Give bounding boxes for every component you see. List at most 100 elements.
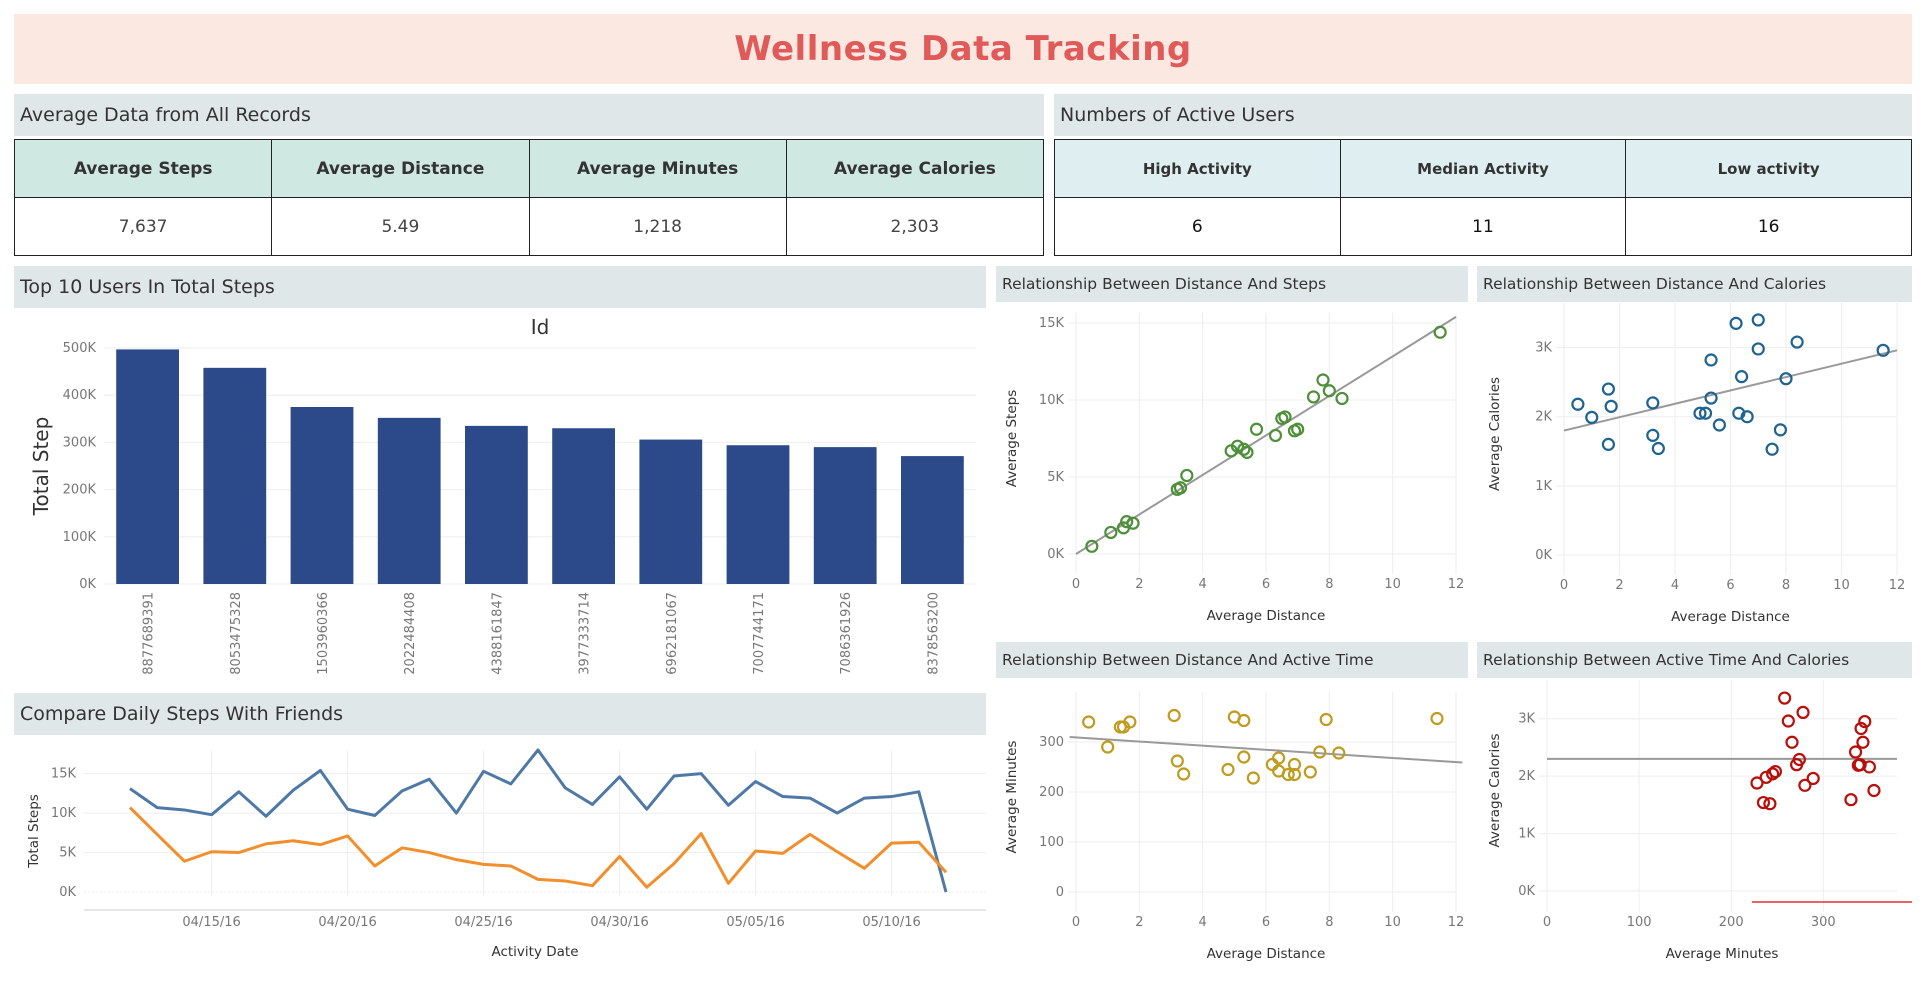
low-activity-value: 16 (1625, 197, 1912, 256)
x-tick-label: 8 (1325, 915, 1333, 930)
scatter-point (1765, 442, 1779, 456)
bar (813, 447, 877, 584)
y-tick-label: 200 (1039, 785, 1064, 800)
x-tick-label: 10 (1384, 577, 1401, 592)
scatter-point (1601, 382, 1615, 396)
x-tick-label: 8 (1782, 578, 1790, 593)
y-tick-label: 0K (1535, 548, 1552, 563)
scatter-point (1876, 343, 1890, 357)
scatter-point (1237, 750, 1251, 764)
scatter-point (1798, 778, 1812, 792)
y-tick-label: 1K (1535, 479, 1552, 494)
scatter-point (1751, 342, 1765, 356)
top10-bar-chart: 0K 100K 200K 300K 400K 500K Id Total Step 887768… (29, 315, 976, 675)
scatter-point (1766, 767, 1780, 781)
y-tick-label: 2K (1535, 410, 1552, 425)
x-tick-label: 04/30/16 (590, 915, 648, 930)
y-tick-label: 400K (63, 388, 97, 403)
y-tick-label: 15K (1039, 316, 1065, 331)
x-tick-label: 8378563200 (926, 592, 941, 675)
x-tick-label: 05/10/16 (862, 915, 920, 930)
scatter-point (1785, 735, 1799, 749)
high-activity-value: 6 (1054, 197, 1341, 256)
scatter-point (1240, 445, 1254, 459)
y-axis-title: Total Step (29, 417, 53, 517)
x-axis-title: Average Minutes (1666, 946, 1779, 962)
x-tick-label: 0 (1072, 915, 1080, 930)
series-line (129, 748, 948, 893)
dashboard-title-bar: Wellness Data Tracking (14, 14, 1912, 84)
low-activity-header: Low activity (1625, 139, 1912, 198)
bar (726, 445, 790, 584)
x-tick-label: 6962181067 (665, 592, 680, 675)
dist-cal-panel-title: Relationship Between Distance And Calori… (1477, 266, 1912, 302)
scatter-point (1272, 751, 1286, 765)
scatter-point (1316, 373, 1330, 387)
daily-steps-line-chart: 0K 5K 10K 15K 04/15/16 04/20/16 04/25/16 04/30/… (26, 748, 986, 960)
x-tick-label: 4388161847 (490, 592, 505, 675)
bar (552, 428, 615, 584)
trend-line (1069, 736, 1463, 764)
y-axis-title: Average Calories (1487, 377, 1503, 491)
scatter-point (1735, 370, 1749, 384)
scatter-point (1167, 708, 1181, 723)
scatter-point (1082, 715, 1096, 729)
trend-line (1075, 315, 1457, 555)
y-tick-label: 15K (51, 767, 77, 782)
bar (901, 456, 964, 584)
scatter-point (1693, 406, 1707, 420)
scatter-point (1740, 410, 1754, 424)
x-tick-label: 300 (1811, 915, 1836, 930)
scatter-point (1704, 353, 1718, 367)
scatter-point (1768, 764, 1783, 779)
scatter-point (1322, 384, 1336, 398)
scatter-point (1763, 797, 1777, 811)
time-cal-panel-title: Relationship Between Active Time And Cal… (1477, 642, 1912, 678)
x-tick-label: 7086361926 (839, 592, 854, 675)
median-activity-header: Median Activity (1339, 139, 1627, 198)
x-tick-label: 1503960366 (316, 592, 331, 675)
bar (465, 425, 528, 584)
x-tick-label: 200 (1719, 915, 1744, 930)
y-axis-title: Average Calories (1487, 733, 1503, 847)
y-tick-label: 100K (63, 530, 97, 545)
scatter-point (1237, 442, 1251, 456)
scatter-point (1306, 390, 1321, 404)
scatter-point (1170, 754, 1184, 768)
bar (290, 407, 354, 584)
scatter-point (1604, 399, 1618, 413)
x-tick-label: 10 (1833, 578, 1850, 593)
scatter-point (1854, 721, 1868, 736)
x-tick-label: 04/25/16 (454, 915, 512, 930)
x-tick-label: 4 (1199, 915, 1207, 930)
scatter-point (1601, 437, 1615, 451)
scatter-point (1332, 746, 1346, 760)
scatter-point (1230, 439, 1245, 453)
y-axis-title: Average Steps (1004, 390, 1020, 488)
scatter-point (1806, 771, 1820, 786)
scatter-point (1180, 468, 1194, 483)
dashboard-title: Wellness Data Tracking (734, 29, 1192, 69)
daily-panel-title: Compare Daily Steps With Friends (14, 693, 986, 735)
scatter-point (1750, 776, 1764, 790)
chart-title: Id (531, 315, 550, 339)
scatter-point (1173, 481, 1188, 495)
averages-panel-title: Average Data from All Records (14, 94, 1044, 136)
scatter-point (1123, 715, 1137, 729)
scatter-point (1278, 410, 1292, 424)
scatter-point (1698, 406, 1713, 420)
y-tick-label: 10K (51, 806, 77, 821)
high-activity-header: High Activity (1054, 139, 1341, 198)
avg-minutes-header: Average Minutes (528, 139, 787, 198)
scatter-point (1862, 760, 1876, 774)
scatter-point (1778, 691, 1792, 705)
scatter-point (1237, 713, 1251, 728)
scatter-point (1729, 316, 1743, 330)
scatter-point (1790, 335, 1804, 349)
scatter-point (1853, 758, 1867, 772)
bar (639, 439, 703, 584)
dist-time-panel-title: Relationship Between Distance And Active… (996, 642, 1468, 678)
x-axis-title: Activity Date (491, 944, 578, 960)
scatter-point (1779, 372, 1793, 386)
scatter-point (1177, 767, 1191, 781)
